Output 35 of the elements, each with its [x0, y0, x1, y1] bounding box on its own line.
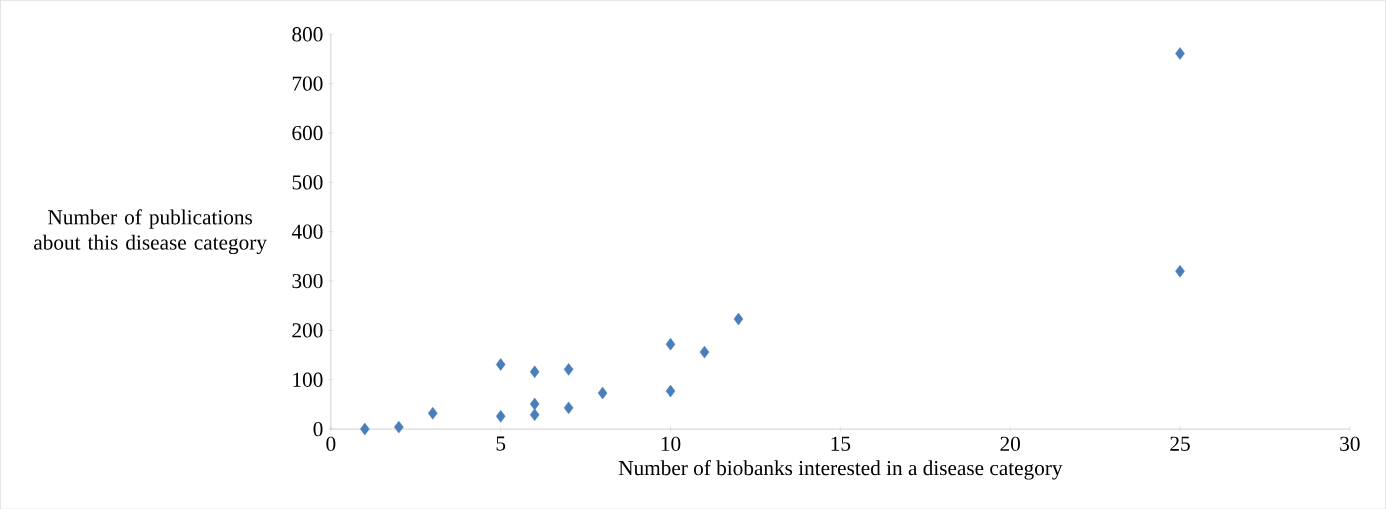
point: [1175, 264, 1185, 278]
point: [699, 345, 710, 359]
y-tick-label: 200: [292, 323, 323, 338]
x-tick-label: 15: [831, 436, 851, 451]
x-tick-label: 5: [496, 436, 506, 451]
x-tick-label: 10: [661, 436, 681, 451]
x-tick-label: 25: [1170, 436, 1190, 451]
x-tick-label: 20: [1000, 436, 1020, 451]
point: [394, 420, 404, 434]
point: [733, 312, 744, 326]
x-tick-label: 30: [1340, 436, 1360, 451]
y-tick-label: 300: [292, 273, 323, 288]
point: [529, 365, 540, 378]
y-tick-label: 0: [313, 421, 323, 437]
y-tick-label: 600: [292, 125, 323, 140]
point: [665, 384, 676, 398]
point: [665, 337, 676, 351]
y-tick-label: 500: [292, 174, 323, 190]
point: [495, 409, 506, 423]
point: [597, 386, 608, 400]
point: [428, 406, 438, 420]
y-tick-label: 800: [292, 26, 323, 42]
y-tick-label: 700: [292, 76, 323, 91]
y-tick-label: 400: [291, 224, 323, 239]
x-tick-label: 0: [326, 436, 336, 451]
point: [529, 397, 540, 410]
point: [360, 422, 370, 436]
x-axis-title: Number of biobanks interested in a disease category: [618, 459, 1063, 480]
point: [563, 362, 574, 376]
point: [1175, 47, 1185, 60]
y-axis-title: Number of publications about this disease category: [34, 209, 267, 254]
point: [495, 357, 506, 371]
point: [563, 401, 574, 414]
y-tick-label: 100: [293, 372, 323, 387]
point: [529, 408, 540, 421]
